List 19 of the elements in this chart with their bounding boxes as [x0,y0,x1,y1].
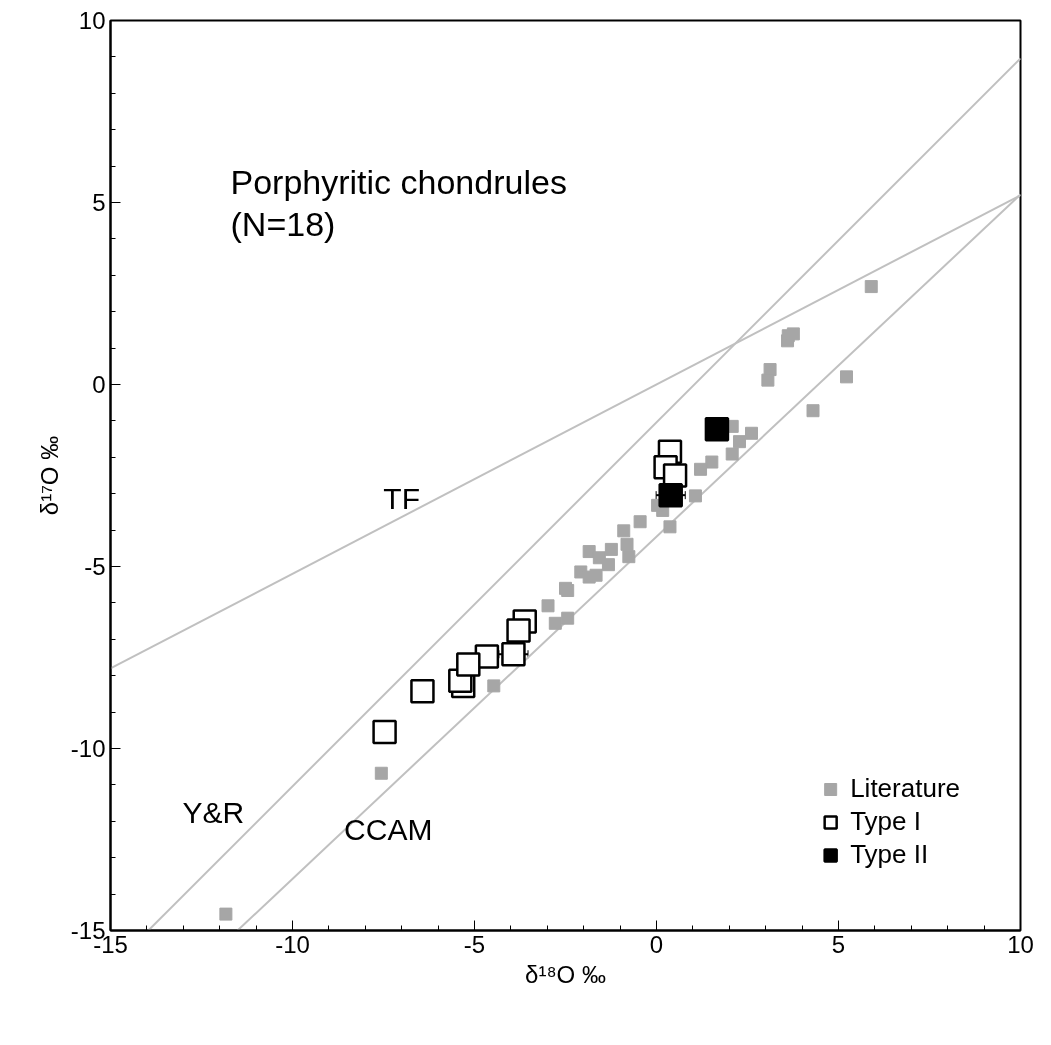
x-tick-label: 0 [649,930,664,958]
series-label: CCAM [344,813,433,847]
x-tick-label: -5 [463,930,486,958]
x-tick-label: -10 [275,930,310,958]
text: Porphyritic chondrules (N=18) [230,162,567,243]
legend-label: Literature [850,773,960,804]
x-axis-title: δ¹⁸O ‰ [525,960,606,988]
y-axis-title: δ¹⁷O ‰ [35,435,63,516]
legend-label: Type I [850,806,921,837]
legend-label: Type II [850,839,929,870]
y-tick-label: -10 [70,735,106,762]
y-tick-label: 10 [78,7,106,34]
x-tick-label: 10 [1007,930,1034,958]
y-tick-label: 5 [92,189,106,216]
x-tick-label: 5 [831,930,846,958]
series-label: TF [383,482,421,516]
y-tick-label: -5 [84,553,106,580]
y-tick-label: 0 [92,371,106,398]
series-label: Y&R [182,796,245,830]
